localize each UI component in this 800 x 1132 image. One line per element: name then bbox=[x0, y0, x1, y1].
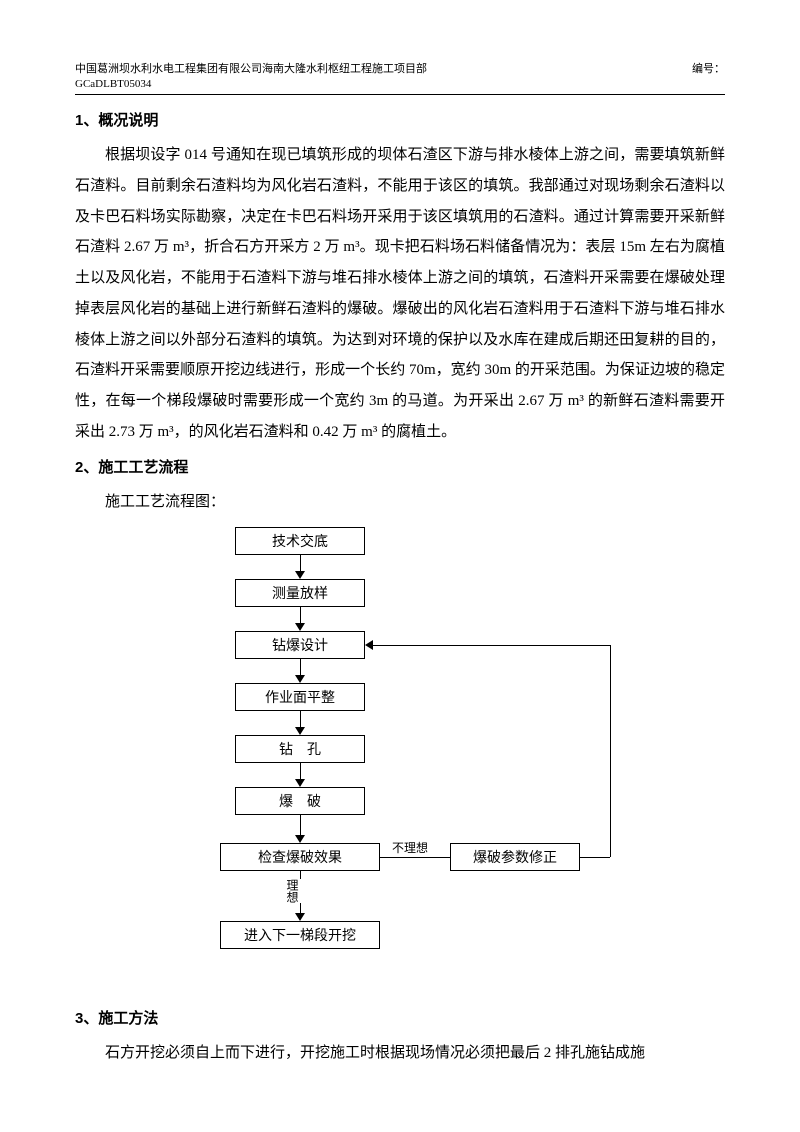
section1-paragraph: 根据坝设字 014 号通知在现已填筑形成的坝体石渣区下游与排水棱体上游之间，需要… bbox=[75, 140, 725, 448]
arrow-icon bbox=[295, 675, 305, 683]
edge-label-not-ideal: 不理想 bbox=[392, 839, 428, 856]
flow-edge bbox=[300, 815, 301, 837]
arrow-icon bbox=[295, 571, 305, 579]
flow-node-1: 技术交底 bbox=[235, 527, 365, 555]
flow-edge bbox=[610, 645, 611, 857]
flow-node-4: 作业面平整 bbox=[235, 683, 365, 711]
arrow-icon bbox=[295, 835, 305, 843]
flow-edge bbox=[580, 857, 610, 858]
arrow-icon bbox=[295, 913, 305, 921]
header-divider bbox=[75, 94, 725, 95]
arrow-icon bbox=[295, 623, 305, 631]
flow-node-5: 钻 孔 bbox=[235, 735, 365, 763]
flow-node-8: 进入下一梯段开挖 bbox=[220, 921, 380, 949]
header-code: GCaDLBT05034 bbox=[75, 78, 725, 90]
header-label: 编号： bbox=[692, 60, 725, 76]
section2-title: 2、施工工艺流程 bbox=[75, 456, 725, 477]
flowchart: 技术交底 测量放样 钻爆设计 作业面平整 钻 孔 爆 破 检查爆破效果 理想 进… bbox=[160, 527, 640, 987]
arrow-icon bbox=[295, 779, 305, 787]
flow-node-9: 爆破参数修正 bbox=[450, 843, 580, 871]
header-org: 中国葛洲坝水利水电工程集团有限公司海南大隆水利枢纽工程施工项目部 bbox=[75, 60, 427, 76]
arrow-icon bbox=[295, 727, 305, 735]
section1-title: 1、概况说明 bbox=[75, 109, 725, 130]
flow-edge bbox=[380, 857, 450, 858]
flow-node-3: 钻爆设计 bbox=[235, 631, 365, 659]
section3-paragraph: 石方开挖必须自上而下进行，开挖施工时根据现场情况必须把最后 2 排孔施钻成施 bbox=[75, 1038, 725, 1068]
flow-node-7: 检查爆破效果 bbox=[220, 843, 380, 871]
flow-node-2: 测量放样 bbox=[235, 579, 365, 607]
arrow-icon bbox=[365, 640, 373, 650]
flow-edge bbox=[373, 645, 610, 646]
flow-node-6: 爆 破 bbox=[235, 787, 365, 815]
section3-title: 3、施工方法 bbox=[75, 1007, 725, 1028]
edge-label-ideal: 理想 bbox=[284, 879, 301, 903]
section2-subtitle: 施工工艺流程图： bbox=[75, 487, 725, 517]
